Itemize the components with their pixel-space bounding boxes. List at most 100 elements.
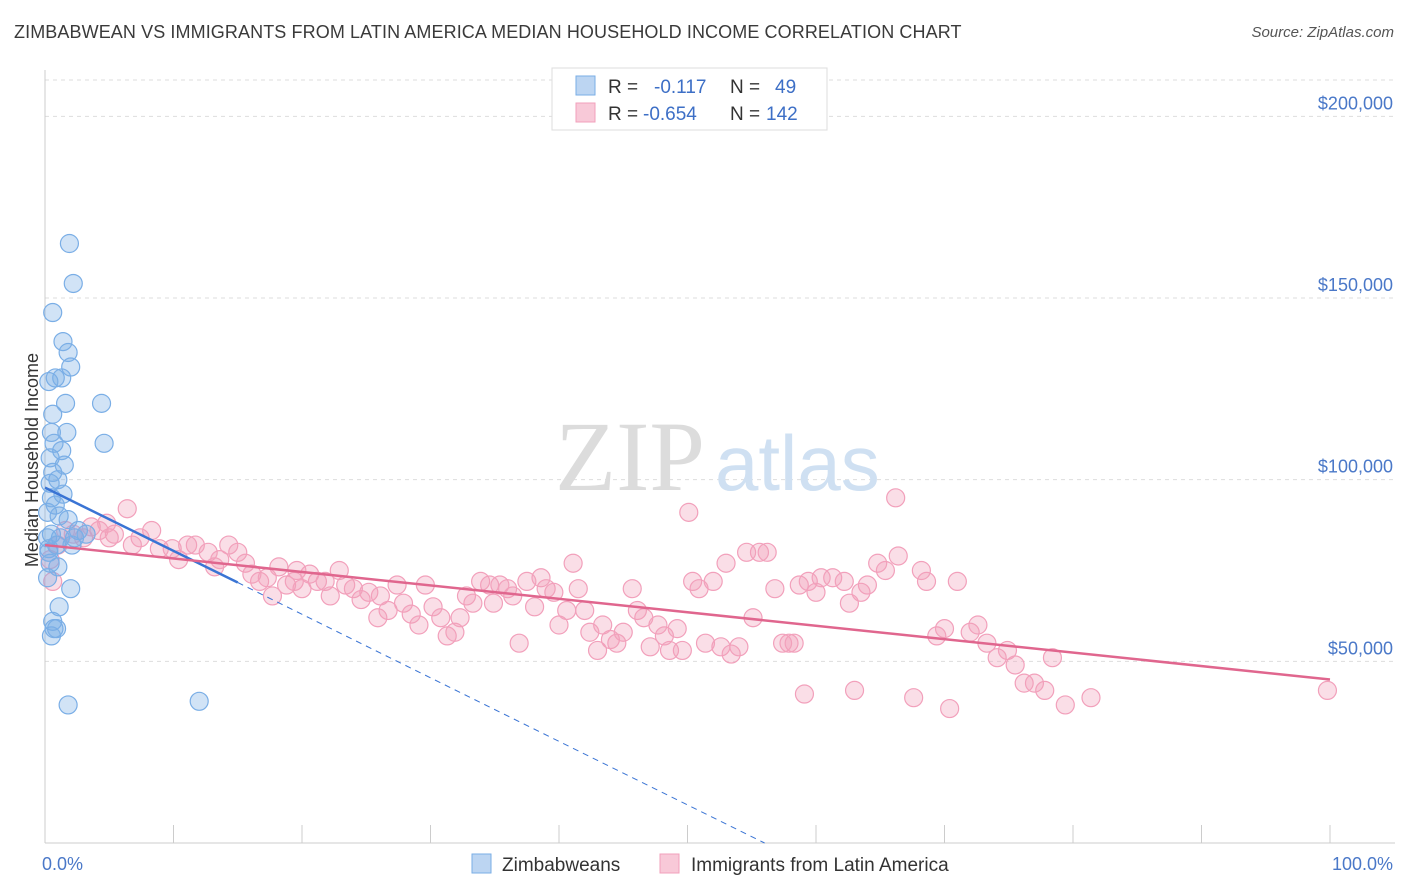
stats-n-label-blue: N =	[730, 77, 760, 98]
data-point	[61, 357, 81, 377]
data-point	[1014, 673, 1034, 693]
data-point	[911, 560, 931, 581]
y-axis-label: Median Household Income	[22, 353, 42, 567]
data-point	[1042, 648, 1063, 668]
data-point	[39, 371, 59, 392]
data-point	[359, 582, 379, 602]
data-point	[934, 619, 955, 639]
data-point	[368, 608, 388, 628]
data-point	[904, 688, 924, 708]
data-point	[1024, 673, 1045, 693]
stats-legend-swatch-blue	[575, 75, 596, 96]
legend-swatch-zimbabweans	[471, 853, 492, 874]
data-point	[557, 600, 577, 621]
legend-label-zimbabweans: Zimbabweans	[502, 855, 620, 876]
series-latin-america-points	[40, 488, 1338, 719]
stats-legend-swatch-pink	[575, 102, 596, 123]
stats-r-value-pink: -0.654	[643, 104, 697, 125]
y-tick-label: $200,000	[1318, 93, 1393, 113]
bottom-legend: Zimbabweans Immigrants from Latin Americ…	[471, 853, 949, 876]
data-point	[575, 600, 595, 621]
data-point	[483, 593, 504, 613]
data-point	[779, 633, 799, 653]
data-point	[716, 553, 736, 573]
data-point	[749, 542, 770, 562]
chart-title: ZIMBABWEAN VS IMMIGRANTS FROM LATIN AMER…	[14, 22, 962, 42]
data-point	[456, 586, 477, 606]
data-point	[886, 488, 906, 508]
data-point	[68, 520, 89, 541]
data-point	[401, 604, 421, 624]
data-point	[228, 542, 248, 562]
data-point	[45, 495, 65, 515]
data-point	[823, 568, 843, 588]
data-point	[55, 393, 76, 413]
data-point	[648, 615, 668, 635]
y-tick-labels: $50,000 $100,000 $150,000 $200,000	[1318, 93, 1393, 658]
series-zimbabweans-points	[37, 233, 209, 715]
watermark: ZIP atlas	[555, 401, 880, 512]
data-point	[672, 640, 692, 661]
data-point	[568, 579, 588, 599]
data-point	[927, 626, 947, 646]
stats-n-value-blue: 49	[775, 77, 796, 98]
data-point	[679, 502, 699, 522]
data-point	[916, 571, 937, 592]
data-point	[1035, 680, 1055, 701]
data-point	[613, 622, 633, 642]
trend-line-zimbabweans-extended	[237, 582, 765, 844]
data-point	[757, 542, 777, 562]
legend-label-latin-america: Immigrants from Latin America	[691, 855, 949, 876]
y-tick-label: $50,000	[1328, 638, 1393, 658]
data-point	[531, 568, 551, 588]
data-point	[1081, 688, 1101, 708]
data-point	[41, 524, 62, 544]
data-point	[431, 608, 451, 628]
data-point	[834, 571, 854, 592]
data-point	[987, 648, 1007, 668]
data-point	[351, 589, 371, 610]
data-point	[423, 597, 443, 617]
data-point	[622, 579, 642, 599]
data-point	[57, 422, 77, 443]
data-point	[52, 441, 72, 461]
data-point	[63, 273, 83, 294]
stats-r-label-blue: R =	[608, 77, 638, 98]
data-point	[49, 506, 69, 526]
data-point	[43, 302, 63, 323]
data-point	[378, 600, 398, 621]
data-point	[765, 579, 785, 599]
data-point	[683, 571, 703, 592]
data-point	[117, 499, 137, 519]
data-point	[868, 553, 888, 573]
data-point	[667, 619, 687, 639]
stats-r-value-blue: -0.117	[654, 77, 706, 98]
data-point	[563, 553, 583, 573]
data-point	[503, 586, 523, 606]
data-point	[888, 546, 908, 566]
data-point	[43, 404, 63, 424]
data-point	[480, 575, 500, 595]
data-point	[189, 691, 209, 711]
data-point	[811, 568, 831, 588]
stats-r-label-pink: R =	[608, 104, 638, 125]
data-point	[320, 586, 340, 606]
data-point	[37, 502, 58, 522]
data-point	[94, 433, 114, 453]
y-tick-label: $100,000	[1318, 457, 1393, 477]
data-point	[587, 640, 608, 661]
data-point	[89, 520, 109, 541]
data-point	[48, 470, 68, 490]
data-point	[61, 579, 81, 599]
y-tick-label: $150,000	[1318, 275, 1393, 295]
data-point	[806, 582, 826, 602]
data-point	[947, 571, 967, 592]
data-point	[729, 637, 749, 657]
data-point	[721, 644, 741, 664]
data-point	[524, 597, 545, 617]
data-point	[463, 593, 483, 613]
axes	[44, 70, 1395, 844]
data-point	[794, 684, 815, 704]
data-point	[1317, 680, 1338, 701]
